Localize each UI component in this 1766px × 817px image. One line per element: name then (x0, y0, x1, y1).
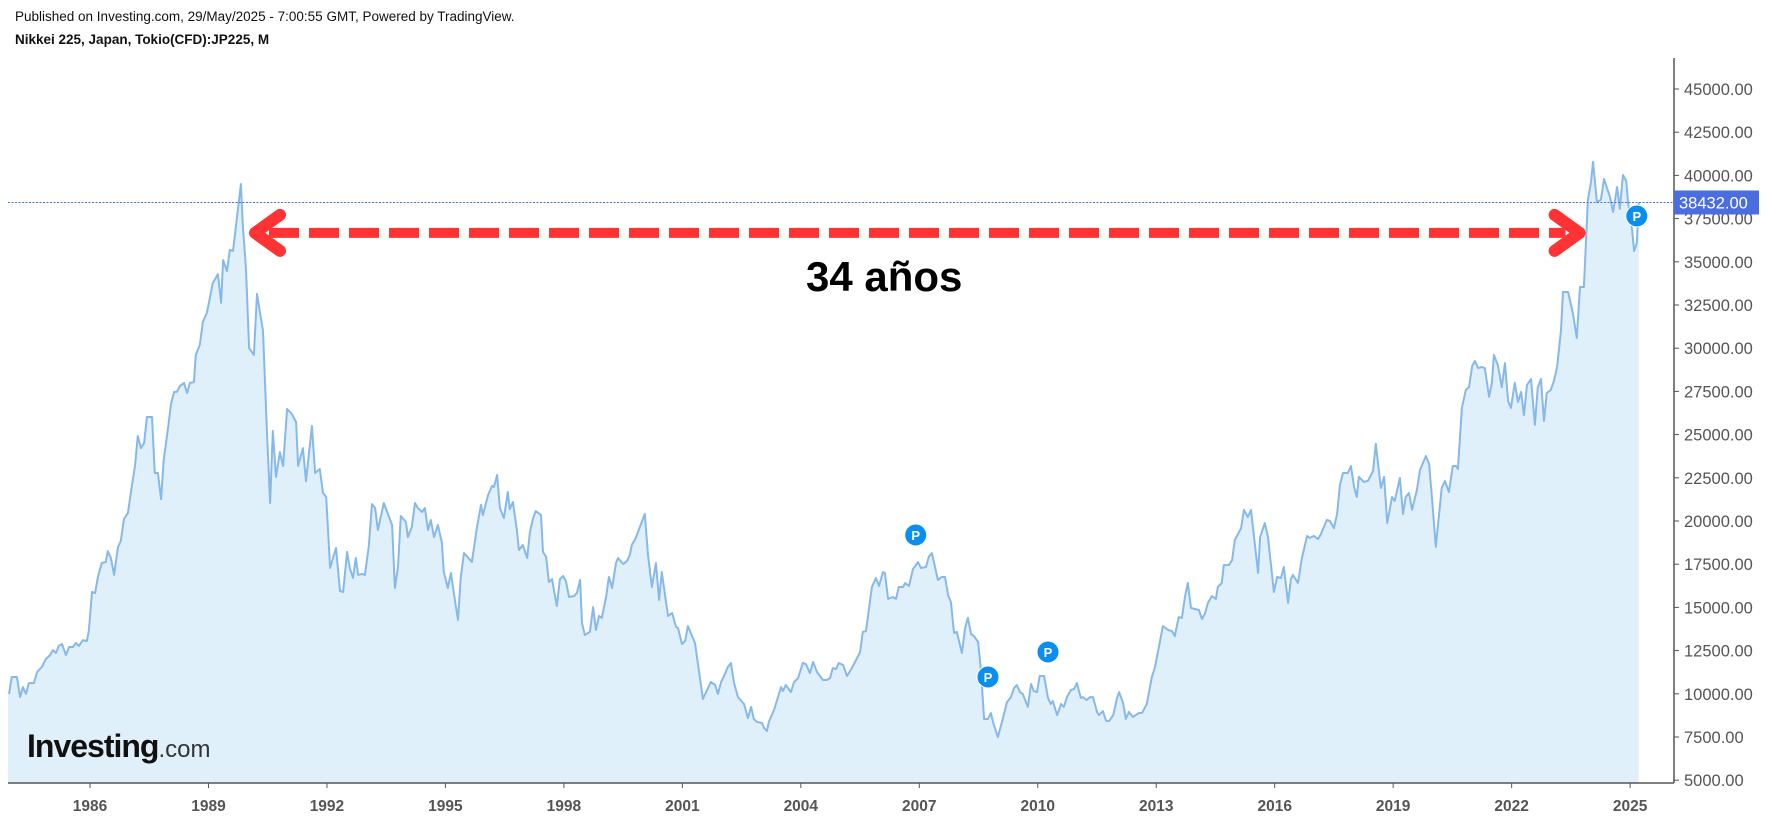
marker-circle (904, 523, 928, 547)
y-tick-label: 7500.00 (1684, 729, 1744, 747)
y-tick-label: 17500.00 (1684, 556, 1753, 574)
series-area (8, 161, 1639, 783)
y-tick-label: 35000.00 (1684, 254, 1753, 272)
x-tick-label: 2004 (784, 798, 819, 815)
marker-label: P (984, 670, 993, 685)
marker-circle (976, 665, 1000, 689)
marker-p-icon[interactable]: P (904, 523, 928, 547)
arrow-head-right-icon (1548, 208, 1586, 257)
price-label-text: 38432.00 (1679, 194, 1748, 212)
y-tick-label: 5000.00 (1684, 772, 1744, 790)
published-info: Published on Investing.com, 29/May/2025 … (15, 9, 515, 24)
x-tick-label: 1986 (73, 798, 108, 815)
annotation-layer: P P P P (249, 204, 1649, 689)
marker-circle (1036, 640, 1060, 664)
marker-label: P (1044, 645, 1053, 660)
y-tick-label: 30000.00 (1684, 340, 1753, 358)
x-tick-label: 2022 (1494, 798, 1528, 815)
x-tick-label: 1995 (428, 798, 463, 815)
y-tick-label: 10000.00 (1684, 686, 1753, 704)
investing-logo: Investing.com (27, 728, 210, 765)
x-tick-label: 2013 (1139, 798, 1174, 815)
y-tick-label: 37500.00 (1684, 211, 1753, 229)
y-tick-label: 45000.00 (1684, 81, 1753, 99)
plot-area (8, 160, 1674, 783)
y-tick-label: 32500.00 (1684, 297, 1753, 315)
y-tick-label: 22500.00 (1684, 470, 1753, 488)
chart-title: Nikkei 225, Japan, Tokio(CFD):JP225, M (15, 32, 270, 47)
x-tick-label: 1998 (547, 798, 582, 815)
marker-p-icon[interactable]: P (1625, 204, 1649, 228)
price-label-box (1674, 190, 1759, 215)
marker-p-icon[interactable]: P (976, 665, 1000, 689)
y-tick-label: 12500.00 (1684, 643, 1753, 661)
x-tick-label: 2010 (1021, 798, 1055, 815)
axes: 5000.00 7500.00 10000.00 12500.00 15000.00 17… (8, 58, 1759, 815)
y-tick-label: 40000.00 (1684, 167, 1753, 185)
y-tick-label: 42500.00 (1684, 124, 1753, 142)
x-tick-label: 2025 (1613, 798, 1648, 815)
arrow-head-left-icon (249, 208, 287, 257)
logo-domain: .com (158, 736, 211, 763)
y-tick-label: 25000.00 (1684, 427, 1753, 445)
x-tick-label: 2019 (1376, 798, 1411, 815)
x-tick-label: 2007 (902, 798, 936, 815)
series-line (8, 160, 1640, 738)
marker-label: P (911, 528, 920, 543)
x-tick-label: 1992 (310, 798, 344, 815)
y-tick-label: 27500.00 (1684, 383, 1753, 401)
x-tick-label: 1989 (191, 798, 226, 815)
marker-circle (1625, 204, 1649, 228)
y-tick-label: 20000.00 (1684, 513, 1753, 531)
annotation-text: 34 años (806, 253, 963, 300)
marker-label: P (1632, 209, 1641, 224)
x-tick-label: 2016 (1257, 798, 1292, 815)
logo-brand: Investing (27, 728, 159, 764)
x-tick-label: 2001 (665, 798, 700, 815)
marker-p-icon[interactable]: P (1036, 640, 1060, 664)
y-tick-label: 15000.00 (1684, 599, 1753, 617)
